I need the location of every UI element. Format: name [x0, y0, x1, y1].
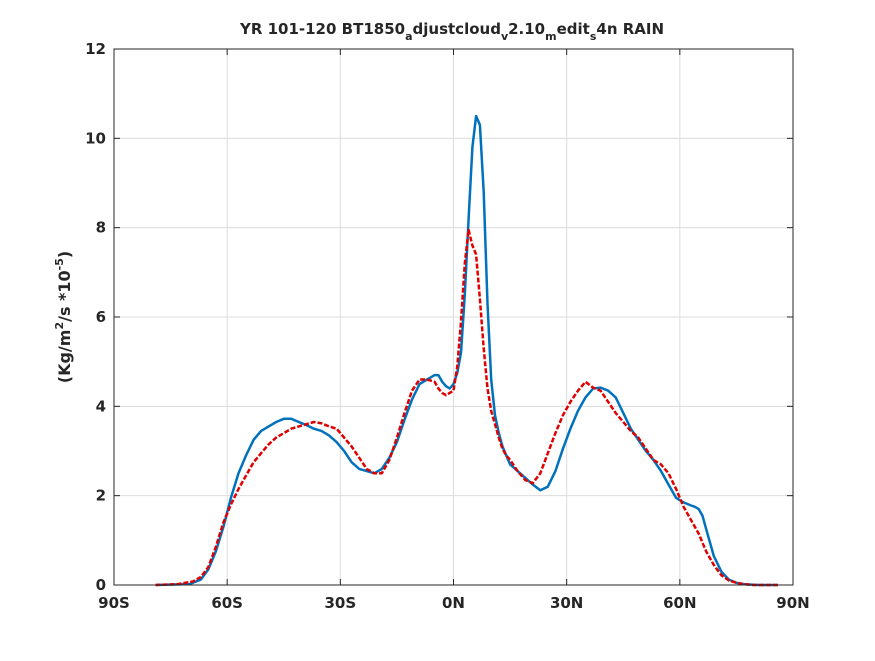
x-tick-label: 90S [98, 594, 130, 612]
y-tick-label: 12 [85, 40, 106, 58]
series-line-2 [155, 228, 778, 587]
axes [113, 48, 794, 586]
y-tick-label: 10 [85, 129, 106, 147]
x-tick-label: 60N [663, 594, 696, 612]
x-tick-label: 30S [324, 594, 356, 612]
x-tick-label: 30N [550, 594, 583, 612]
y-tick-label: 6 [96, 308, 106, 326]
chart-title: YR 101-120 BT1850adjustcloudv2.10medits4… [239, 20, 664, 43]
y-tick-label: 0 [96, 576, 106, 594]
grid [114, 49, 793, 585]
y-tick-label: 4 [96, 397, 106, 415]
y-axis-label: (Kg/m2/s *10-5) [53, 251, 74, 383]
x-tick-label: 0N [442, 594, 465, 612]
x-tick-label: 60S [211, 594, 243, 612]
y-tick-label: 2 [96, 487, 106, 505]
series-layer [155, 114, 778, 587]
tick-labels: 90S 60S 30S 0N 30N 60N 90N 0 2 4 6 8 10 12 [85, 40, 810, 612]
y-tick-label: 8 [96, 219, 106, 237]
x-tick-label: 90N [776, 594, 809, 612]
